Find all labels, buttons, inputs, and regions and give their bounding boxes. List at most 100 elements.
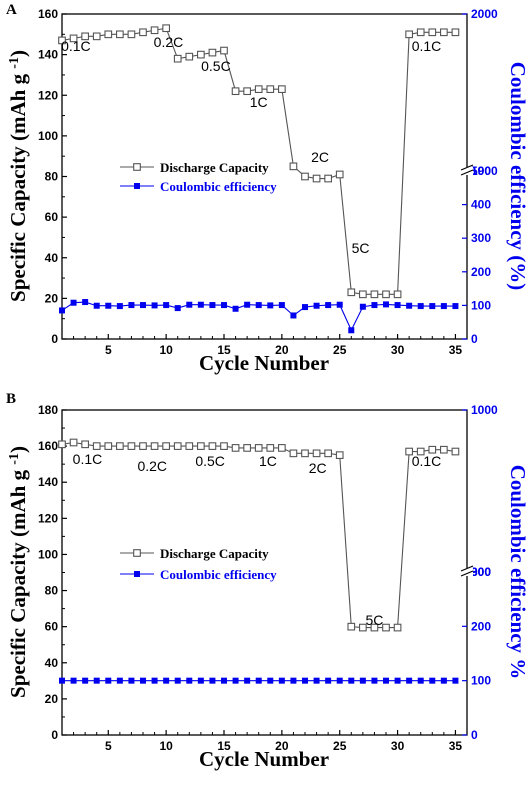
coulombic-point <box>336 301 343 308</box>
discharge-point <box>278 85 286 94</box>
coulombic-point <box>302 677 308 684</box>
rate-label: 1C <box>250 94 268 110</box>
right-tick-label: 1900 <box>471 164 498 178</box>
right-tick-label: 200 <box>471 619 491 633</box>
break-mark <box>460 169 474 176</box>
panel-b: B 0 20 40 60 80 100 120 140 160 180 5 10 15 20 25 30 35… <box>6 391 529 771</box>
coulombic-point <box>174 305 181 312</box>
coulombic-point <box>163 677 170 684</box>
legend-coulombic-label: Coulombic efficiency <box>160 567 277 582</box>
x-tick-label: 10 <box>159 739 173 753</box>
discharge-point <box>104 442 113 450</box>
left-tick-label: 0 <box>51 332 58 346</box>
discharge-point <box>139 442 147 450</box>
coulombic-point <box>406 302 413 309</box>
left-tick-label: 140 <box>38 475 58 489</box>
discharge-point <box>185 442 194 450</box>
break-mark <box>460 565 474 572</box>
discharge-point <box>243 444 251 452</box>
x-tick-label: 20 <box>275 343 289 357</box>
left-tick-label: 20 <box>45 291 59 305</box>
rate-label: 0.1C <box>412 453 442 469</box>
x-tick-label: 5 <box>105 343 112 357</box>
discharge-point <box>116 442 124 450</box>
rate-label: 1C <box>259 453 277 469</box>
discharge-point <box>301 449 309 458</box>
panel-a-discharge-series <box>58 24 460 299</box>
coulombic-point <box>244 301 251 308</box>
discharge-point <box>81 440 89 449</box>
coulombic-point <box>209 302 216 309</box>
discharge-point <box>162 24 170 33</box>
coulombic-point <box>116 303 123 310</box>
coulombic-point <box>221 302 227 309</box>
discharge-point <box>393 290 402 299</box>
rate-label: 0.5C <box>201 58 231 74</box>
discharge-point <box>416 28 425 37</box>
coulombic-point <box>70 299 77 306</box>
legend-discharge-marker <box>133 549 141 557</box>
coulombic-point <box>371 677 378 684</box>
x-tick-label: 15 <box>217 343 231 357</box>
coulombic-point <box>440 303 447 310</box>
discharge-point <box>92 32 101 41</box>
coulombic-point <box>278 302 285 309</box>
coulombic-point <box>394 302 401 309</box>
coulombic-point <box>290 677 297 684</box>
coulombic-point <box>417 303 424 310</box>
discharge-point <box>127 30 136 39</box>
right-tick-label: 2000 <box>471 7 498 21</box>
discharge-point <box>347 288 356 297</box>
left-tick-label: 100 <box>38 129 58 143</box>
discharge-point <box>150 442 159 450</box>
coulombic-point <box>93 302 100 309</box>
x-tick-label: 30 <box>391 739 405 753</box>
panel-a-left-axis-label: Specific Capacity (mAh g -1) <box>6 50 30 302</box>
panel-a-plot-frame <box>61 13 468 340</box>
discharge-point <box>127 442 136 450</box>
coulombic-point <box>383 301 389 308</box>
panel-b-discharge-series <box>58 438 460 632</box>
rate-label: 0.1C <box>412 38 442 54</box>
coulombic-point <box>105 302 112 309</box>
panel-a-coulombic-series <box>59 299 459 334</box>
coulombic-point <box>209 677 216 684</box>
x-tick-label: 25 <box>333 343 347 357</box>
left-tick-label: 20 <box>45 692 59 706</box>
discharge-point <box>104 30 113 39</box>
discharge-point <box>266 444 275 452</box>
left-tick-label: 40 <box>45 251 59 265</box>
coulombic-point <box>116 677 123 684</box>
coulombic-point <box>406 677 413 684</box>
x-tick-label: 10 <box>159 343 173 357</box>
discharge-point <box>208 48 217 57</box>
coulombic-point <box>128 677 135 684</box>
discharge-point <box>301 172 309 181</box>
coulombic-point <box>394 677 401 684</box>
break-gap <box>461 167 473 175</box>
coulombic-point <box>313 677 320 684</box>
panel-b-x-axis-label: Cycle Number <box>199 747 329 771</box>
coulombic-point <box>59 677 65 684</box>
discharge-point <box>428 445 437 454</box>
discharge-point <box>324 174 332 183</box>
coulombic-point <box>440 677 447 684</box>
discharge-point <box>359 290 367 299</box>
discharge-point <box>173 442 182 450</box>
discharge-point <box>58 440 66 449</box>
discharge-point <box>335 170 344 179</box>
coulombic-point <box>151 302 158 309</box>
coulombic-point <box>105 677 112 684</box>
discharge-point <box>440 445 448 454</box>
legend-coulombic-label: Coulombic efficiency <box>160 179 277 194</box>
break-mark <box>460 164 474 171</box>
coulombic-point <box>255 302 262 309</box>
right-tick-label: 900 <box>471 565 491 579</box>
coulombic-point <box>70 677 77 684</box>
coulombic-point <box>221 677 227 684</box>
discharge-point <box>220 46 228 55</box>
panel-a-axis-break <box>460 164 474 176</box>
panel-a-legend: Discharge Capacity Coulombic efficiency <box>120 160 277 194</box>
coulombic-point <box>151 677 158 684</box>
